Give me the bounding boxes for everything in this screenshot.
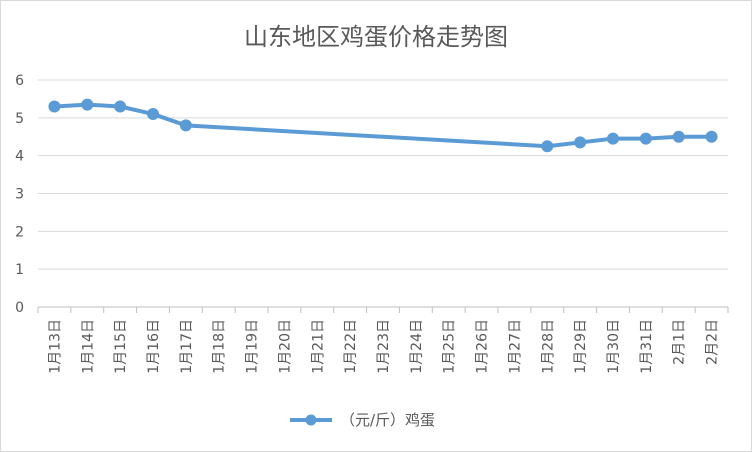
x-tick-label: 1月21日 <box>310 319 326 374</box>
x-tick-label: 1月27日 <box>507 319 523 374</box>
data-point <box>81 98 94 111</box>
y-tick-label: 5 <box>15 111 24 127</box>
y-tick-label: 2 <box>15 224 24 240</box>
x-tick-label: 1月14日 <box>80 319 96 374</box>
chart-title: 山东地区鸡蛋价格走势图 <box>244 23 508 51</box>
x-tick-label: 1月30日 <box>606 319 622 374</box>
y-tick-label: 1 <box>15 262 24 278</box>
x-tick-label: 1月22日 <box>343 319 359 374</box>
x-tick-label: 1月18日 <box>212 319 228 374</box>
x-tick-label: 1月23日 <box>376 319 392 374</box>
legend: （元/斤）鸡蛋 <box>290 411 435 429</box>
x-tick-label: 2月1日 <box>672 319 688 365</box>
x-tick-label: 1月20日 <box>277 319 293 374</box>
x-tick-label: 1月19日 <box>245 319 261 374</box>
x-tick-label: 2月2日 <box>705 319 721 365</box>
y-tick-label: 3 <box>15 187 24 203</box>
data-point <box>114 100 127 113</box>
y-axis: 0 1 2 3 4 5 6 <box>15 73 24 316</box>
x-tick-label: 1月29日 <box>573 319 589 374</box>
x-tick-label: 1月17日 <box>179 319 195 374</box>
legend-label: （元/斤）鸡蛋 <box>340 411 435 429</box>
data-point <box>574 136 587 149</box>
series-area <box>48 98 718 153</box>
x-tick-label: 1月25日 <box>442 319 458 374</box>
x-tick-label: 1月13日 <box>47 319 63 374</box>
x-tick-label: 1月24日 <box>409 319 425 374</box>
data-point <box>639 132 652 145</box>
x-tick-label: 1月16日 <box>146 319 162 374</box>
data-point <box>179 119 192 132</box>
y-tick-label: 0 <box>15 300 24 316</box>
data-point <box>48 100 61 113</box>
data-point <box>672 130 685 143</box>
x-tick-label: 1月28日 <box>540 319 556 374</box>
y-tick-label: 6 <box>15 73 24 89</box>
y-tick-label: 4 <box>15 149 24 165</box>
x-tick-label: 1月26日 <box>475 319 491 374</box>
data-point <box>607 132 619 145</box>
gridlines <box>38 79 728 308</box>
x-tick-label: 1月15日 <box>113 319 129 374</box>
x-axis: 1月13日 1月14日 1月15日 1月16日 1月17日 1月18日 1月19日 1月20日… <box>37 307 729 374</box>
data-point <box>147 108 159 121</box>
x-tick-label: 1月31日 <box>639 319 655 374</box>
legend-marker-swatch <box>305 414 317 426</box>
data-point <box>705 130 718 143</box>
data-point <box>541 140 554 153</box>
